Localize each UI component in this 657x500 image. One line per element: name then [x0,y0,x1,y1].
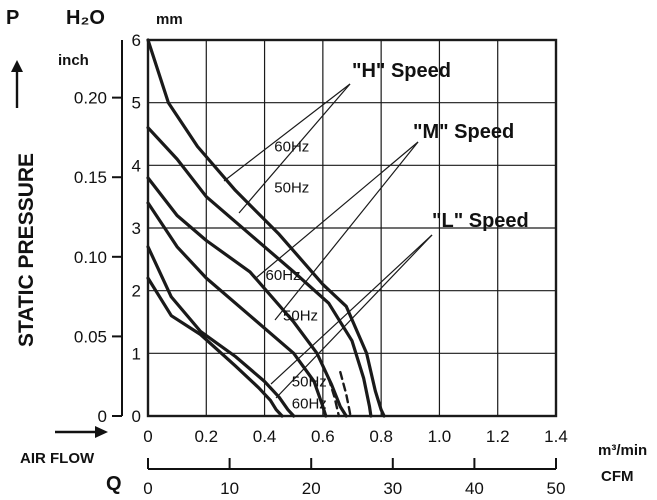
mm-tick-label: 2 [132,282,141,301]
inch-tick-label: 0.05 [74,327,107,346]
frequency-label: 60Hz [292,395,327,412]
frequency-label: 50Hz [292,374,327,391]
mm-tick-label: 5 [132,94,141,113]
cfm-tick-label: 40 [465,479,484,498]
curve-m-60hz [146,176,348,418]
cfm-axis: 0 10 20 30 40 50 [143,458,565,498]
frequency-labels: 60Hz 50Hz 60Hz 50Hz 50Hz 60Hz [266,139,327,413]
cfm-tick-label: 20 [302,479,321,498]
frequency-label: 60Hz [266,267,301,284]
curve-m-60hz-dashed [339,370,352,418]
curve-m-50hz [146,201,328,418]
inch-unit-label: inch [58,52,89,69]
plot-frame [146,38,558,418]
pressure-up-arrow-icon [11,60,23,108]
cfm-tick-label: 30 [383,479,402,498]
m3min-tick-label: 1.2 [486,427,510,446]
cfm-tick-label: 10 [220,479,239,498]
speed-l-label: "L" Speed [432,210,529,232]
mm-unit-label: mm [156,11,183,28]
m3min-tick-label: 0.4 [253,427,277,446]
m3min-tick-label: 1.0 [428,427,452,446]
m3min-tick-label: 1.4 [544,427,568,446]
frequency-label: 50Hz [283,308,318,325]
m3min-tick-label: 0.2 [194,427,218,446]
cfm-ticks: 0 10 20 30 40 50 [143,458,565,498]
m3min-unit-label: m³/min [598,442,647,459]
inch-axis: 0 0.05 0.10 0.15 0.20 [74,40,123,426]
inch-ticks: 0 0.05 0.10 0.15 0.20 [74,89,122,426]
mm-tick-label: 0 [132,407,141,426]
m3min-tick-label: 0.8 [369,427,393,446]
curve-h-60hz [146,38,386,418]
m3min-tick-label: 0.6 [311,427,335,446]
mm-tick-label: 1 [132,344,141,363]
cfm-unit-label: CFM [601,468,634,485]
speed-m-label: "M" Speed [413,121,514,143]
curve-m-60hz-dashed [327,377,341,418]
curve-l-50hz [146,276,284,418]
static-pressure-axis-label: STATIC PRESSURE [15,153,38,347]
frequency-label: 50Hz [274,179,309,196]
cfm-tick-label: 0 [143,479,152,498]
inch-tick-label: 0.15 [74,168,107,187]
mm-tick-label: 4 [132,156,141,175]
air-flow-axis-label: AIR FLOW [20,450,95,467]
m3min-tick-label: 0 [143,427,152,446]
airflow-right-arrow-icon [55,426,108,438]
performance-curves [146,38,386,418]
speed-h-label: "H" Speed [352,60,451,82]
inch-tick-label: 0 [98,407,107,426]
frequency-label: 60Hz [274,139,309,156]
mm-tick-label: 6 [132,31,141,50]
mm-tick-label: 3 [132,219,141,238]
grid-lines [148,40,556,416]
cfm-tick-label: 50 [547,479,566,498]
m3min-tick-labels: 0 0.2 0.4 0.6 0.8 1.0 1.2 1.4 [143,427,568,446]
inch-tick-label: 0.10 [74,248,107,267]
flow-symbol-label: Q [106,473,122,495]
inch-tick-label: 0.20 [74,89,107,108]
h2o-unit-label: H₂O [66,7,105,29]
curve-l-60hz [146,245,296,418]
speed-leader-lines [223,83,433,399]
curve-h-50hz [146,126,373,418]
pressure-symbol-label: P [6,7,19,29]
mm-tick-labels: 0 1 2 3 4 5 6 [132,31,141,426]
